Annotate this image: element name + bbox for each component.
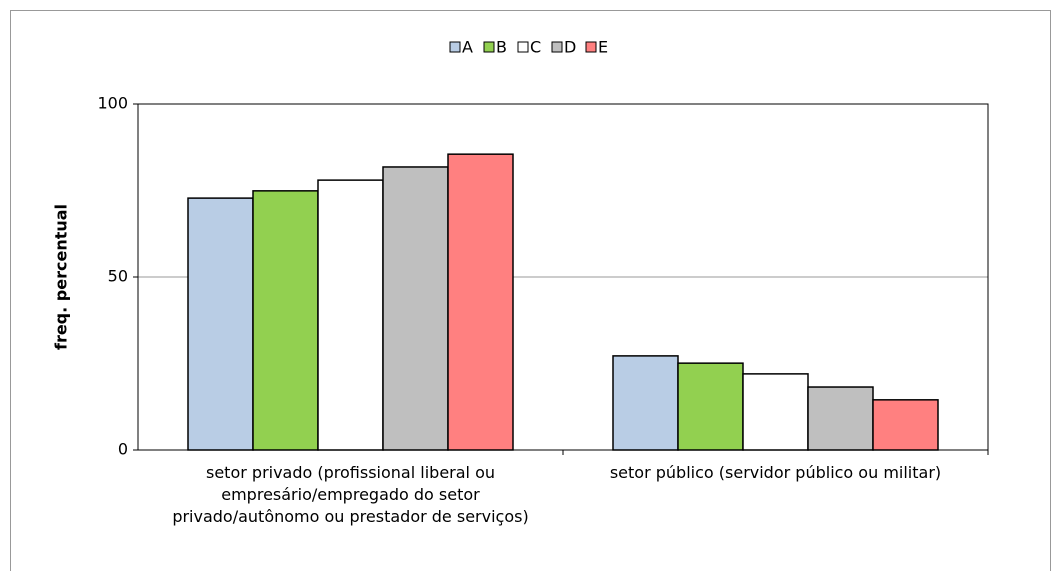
x-tick-label: setor privado (profissional liberal ou e… bbox=[172, 463, 529, 526]
bar bbox=[742, 373, 809, 451]
bar bbox=[677, 362, 744, 451]
legend-swatch bbox=[517, 41, 529, 53]
legend-swatch bbox=[449, 41, 461, 53]
legend-swatch bbox=[551, 41, 563, 53]
bar bbox=[447, 153, 514, 451]
legend-label: C bbox=[530, 38, 541, 57]
legend-label: D bbox=[564, 38, 576, 57]
bar bbox=[187, 197, 254, 451]
bar bbox=[317, 179, 384, 451]
legend-label: A bbox=[462, 38, 473, 57]
legend-swatch bbox=[585, 41, 597, 53]
legend-label: E bbox=[598, 38, 608, 57]
y-tick-label: 0 bbox=[118, 440, 128, 459]
bar bbox=[382, 166, 449, 451]
x-tick-label: setor público (servidor público ou milit… bbox=[609, 463, 942, 482]
bar bbox=[252, 190, 319, 451]
y-tick-label: 100 bbox=[97, 94, 128, 113]
legend-label: B bbox=[496, 38, 507, 57]
bar bbox=[872, 399, 939, 451]
y-axis-title: freq. percentual bbox=[52, 204, 71, 350]
legend-swatch bbox=[483, 41, 495, 53]
y-tick-label: 50 bbox=[108, 267, 128, 286]
bar bbox=[612, 355, 679, 451]
bar bbox=[807, 386, 874, 451]
